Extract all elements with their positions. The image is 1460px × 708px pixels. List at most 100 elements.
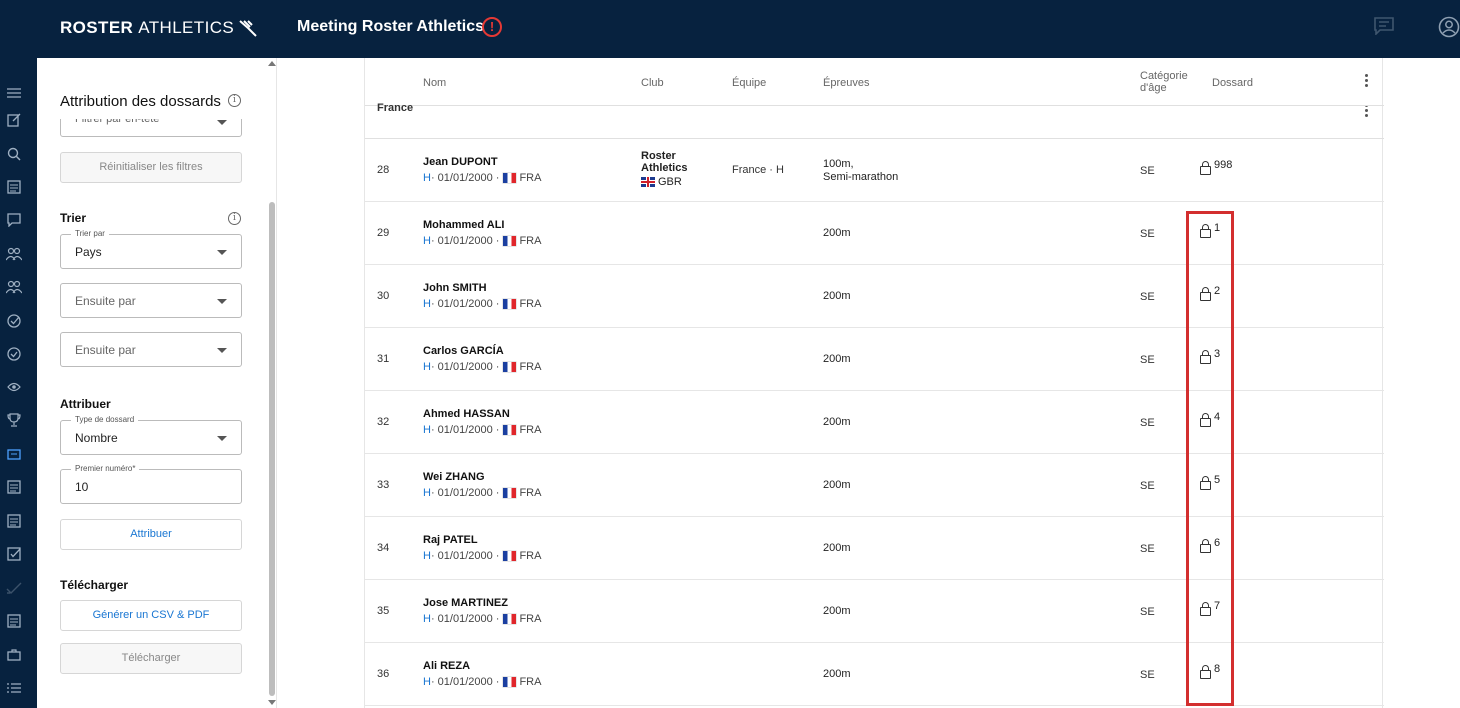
athlete-name[interactable]: Ahmed HASSAN bbox=[423, 408, 510, 420]
athletes-table: Nom Club Équipe Épreuves Catégorie d'âge … bbox=[364, 58, 1384, 708]
menu-list-icon[interactable] bbox=[6, 680, 22, 696]
athlete-details: H · 01/01/2000 · FRA bbox=[423, 613, 541, 625]
filter-by-header-select[interactable]: Filtrer par en-tête bbox=[60, 119, 242, 137]
trophy-icon[interactable] bbox=[6, 412, 22, 428]
column-name[interactable]: Nom bbox=[423, 77, 447, 89]
panel-scrollbar[interactable] bbox=[269, 202, 275, 696]
info-icon[interactable]: i bbox=[228, 94, 241, 107]
check-circle-icon[interactable] bbox=[6, 346, 22, 362]
bib-cell[interactable]: 2 bbox=[1200, 285, 1220, 301]
then-by-placeholder: Ensuite par bbox=[75, 343, 136, 357]
bib-type-select[interactable]: Type de dossard Nombre bbox=[60, 415, 242, 455]
logo-text-light: ATHLETICS bbox=[138, 18, 235, 37]
checkbox-icon[interactable] bbox=[6, 546, 22, 562]
table-row[interactable]: 31 Carlos GARCÍA H · 01/01/2000 · FRA 20… bbox=[365, 328, 1384, 391]
lock-icon[interactable] bbox=[1200, 350, 1211, 364]
account-icon[interactable] bbox=[1438, 16, 1460, 38]
meeting-title: Meeting Roster Athletics bbox=[297, 18, 484, 35]
birth-date: · 01/01/2000 · bbox=[430, 424, 500, 436]
lock-icon[interactable] bbox=[1200, 161, 1211, 175]
generate-csv-pdf-button[interactable]: Générer un CSV & PDF bbox=[60, 600, 242, 631]
column-club[interactable]: Club bbox=[641, 77, 664, 89]
event-name: 200m bbox=[823, 290, 851, 302]
table-row[interactable]: 30 John SMITH H · 01/01/2000 · FRA 200m … bbox=[365, 265, 1384, 328]
bib-icon[interactable] bbox=[6, 446, 22, 462]
lock-icon[interactable] bbox=[1200, 539, 1211, 553]
lock-icon[interactable] bbox=[1200, 287, 1211, 301]
event-name: 100m, bbox=[823, 158, 854, 170]
gender: H bbox=[423, 676, 431, 688]
check-circle-icon[interactable] bbox=[6, 313, 22, 329]
download-button[interactable]: Télécharger bbox=[60, 643, 242, 674]
group-label: France bbox=[377, 102, 414, 114]
athlete-name[interactable]: Wei ZHANG bbox=[423, 471, 485, 483]
bib-cell[interactable]: 8 bbox=[1200, 663, 1220, 679]
search-icon[interactable] bbox=[6, 146, 22, 162]
bib-cell[interactable]: 1 bbox=[1200, 222, 1220, 238]
birth-date: · 01/01/2000 · bbox=[430, 487, 500, 499]
table-row[interactable]: 35 Jose MARTINEZ H · 01/01/2000 · FRA 20… bbox=[365, 580, 1384, 643]
list-icon[interactable] bbox=[6, 179, 22, 195]
scroll-down-arrow[interactable] bbox=[268, 700, 276, 705]
more-vert-icon[interactable] bbox=[1365, 74, 1369, 89]
table-row[interactable]: 34 Raj PATEL H · 01/01/2000 · FRA 200m S… bbox=[365, 517, 1384, 580]
lock-icon[interactable] bbox=[1200, 602, 1211, 616]
table-row[interactable]: 36 Ali REZA H · 01/01/2000 · FRA 200m SE… bbox=[365, 643, 1384, 706]
eye-icon[interactable] bbox=[6, 379, 22, 395]
people-icon[interactable] bbox=[6, 279, 22, 295]
athlete-name[interactable]: Jean DUPONT bbox=[423, 156, 498, 168]
table-row[interactable]: 29 Mohammed ALI H · 01/01/2000 · FRA 200… bbox=[365, 202, 1384, 265]
people-icon[interactable] bbox=[6, 246, 22, 262]
column-team[interactable]: Équipe bbox=[732, 77, 767, 89]
column-bib[interactable]: Dossard bbox=[1212, 77, 1253, 89]
column-events[interactable]: Épreuves bbox=[823, 77, 870, 89]
bib-cell[interactable]: 998 bbox=[1200, 158, 1233, 175]
chevron-down-icon bbox=[217, 120, 227, 125]
table-row[interactable]: 28 Jean DUPONT H · 01/01/2000 · FRA Rost… bbox=[365, 139, 1384, 202]
assign-button[interactable]: Attribuer bbox=[60, 519, 242, 550]
table-row[interactable]: 32 Ahmed HASSAN H · 01/01/2000 · FRA 200… bbox=[365, 391, 1384, 454]
lock-icon[interactable] bbox=[1200, 476, 1211, 490]
info-icon[interactable]: i bbox=[228, 212, 241, 225]
gender: H bbox=[423, 235, 431, 247]
briefcase-icon[interactable] bbox=[6, 647, 22, 663]
list-icon[interactable] bbox=[6, 613, 22, 629]
athlete-name[interactable]: Mohammed ALI bbox=[423, 219, 505, 231]
chat-icon[interactable] bbox=[6, 212, 22, 228]
then-by-select-2[interactable]: Ensuite par bbox=[60, 332, 242, 367]
bib-cell[interactable]: 4 bbox=[1200, 411, 1220, 427]
roster-athletics-logo[interactable]: ROSTER ATHLETICS bbox=[60, 18, 258, 38]
bib-cell[interactable]: 5 bbox=[1200, 474, 1220, 490]
bib-cell[interactable]: 6 bbox=[1200, 537, 1220, 553]
lock-icon[interactable] bbox=[1200, 665, 1211, 679]
lock-icon[interactable] bbox=[1200, 224, 1211, 238]
bib-number: 998 bbox=[1214, 158, 1233, 171]
edit-icon[interactable] bbox=[6, 112, 22, 128]
chat-icon[interactable] bbox=[1374, 17, 1394, 35]
athlete-details: H · 01/01/2000 · FRA bbox=[423, 361, 541, 373]
bib-cell[interactable]: 7 bbox=[1200, 600, 1220, 616]
alert-icon[interactable]: ! bbox=[482, 17, 502, 37]
event-name: 200m bbox=[823, 479, 851, 491]
athlete-name[interactable]: Carlos GARCÍA bbox=[423, 345, 504, 357]
scroll-up-arrow[interactable] bbox=[268, 61, 276, 66]
then-by-select-1[interactable]: Ensuite par bbox=[60, 283, 242, 318]
reset-filters-button[interactable]: Réinitialiser les filtres bbox=[60, 152, 242, 183]
table-row[interactable]: 33 Wei ZHANG H · 01/01/2000 · FRA 200m S… bbox=[365, 454, 1384, 517]
birth-date: · 01/01/2000 · bbox=[430, 235, 500, 247]
check-icon[interactable] bbox=[6, 580, 22, 596]
sort-by-select[interactable]: Trier par Pays bbox=[60, 229, 242, 269]
athlete-name[interactable]: John SMITH bbox=[423, 282, 487, 294]
menu-icon[interactable] bbox=[6, 85, 22, 101]
column-age-category[interactable]: Catégorie d'âge bbox=[1140, 70, 1188, 94]
france-flag-icon bbox=[503, 425, 517, 435]
more-vert-icon[interactable] bbox=[1365, 106, 1369, 119]
athlete-name[interactable]: Ali REZA bbox=[423, 660, 471, 672]
athlete-name[interactable]: Jose MARTINEZ bbox=[423, 597, 508, 609]
lock-icon[interactable] bbox=[1200, 413, 1211, 427]
list-icon[interactable] bbox=[6, 479, 22, 495]
bib-cell[interactable]: 3 bbox=[1200, 348, 1220, 364]
list-icon[interactable] bbox=[6, 513, 22, 529]
athlete-name[interactable]: Raj PATEL bbox=[423, 534, 478, 546]
first-number-input[interactable]: Premier numéro* 10 bbox=[60, 464, 242, 504]
